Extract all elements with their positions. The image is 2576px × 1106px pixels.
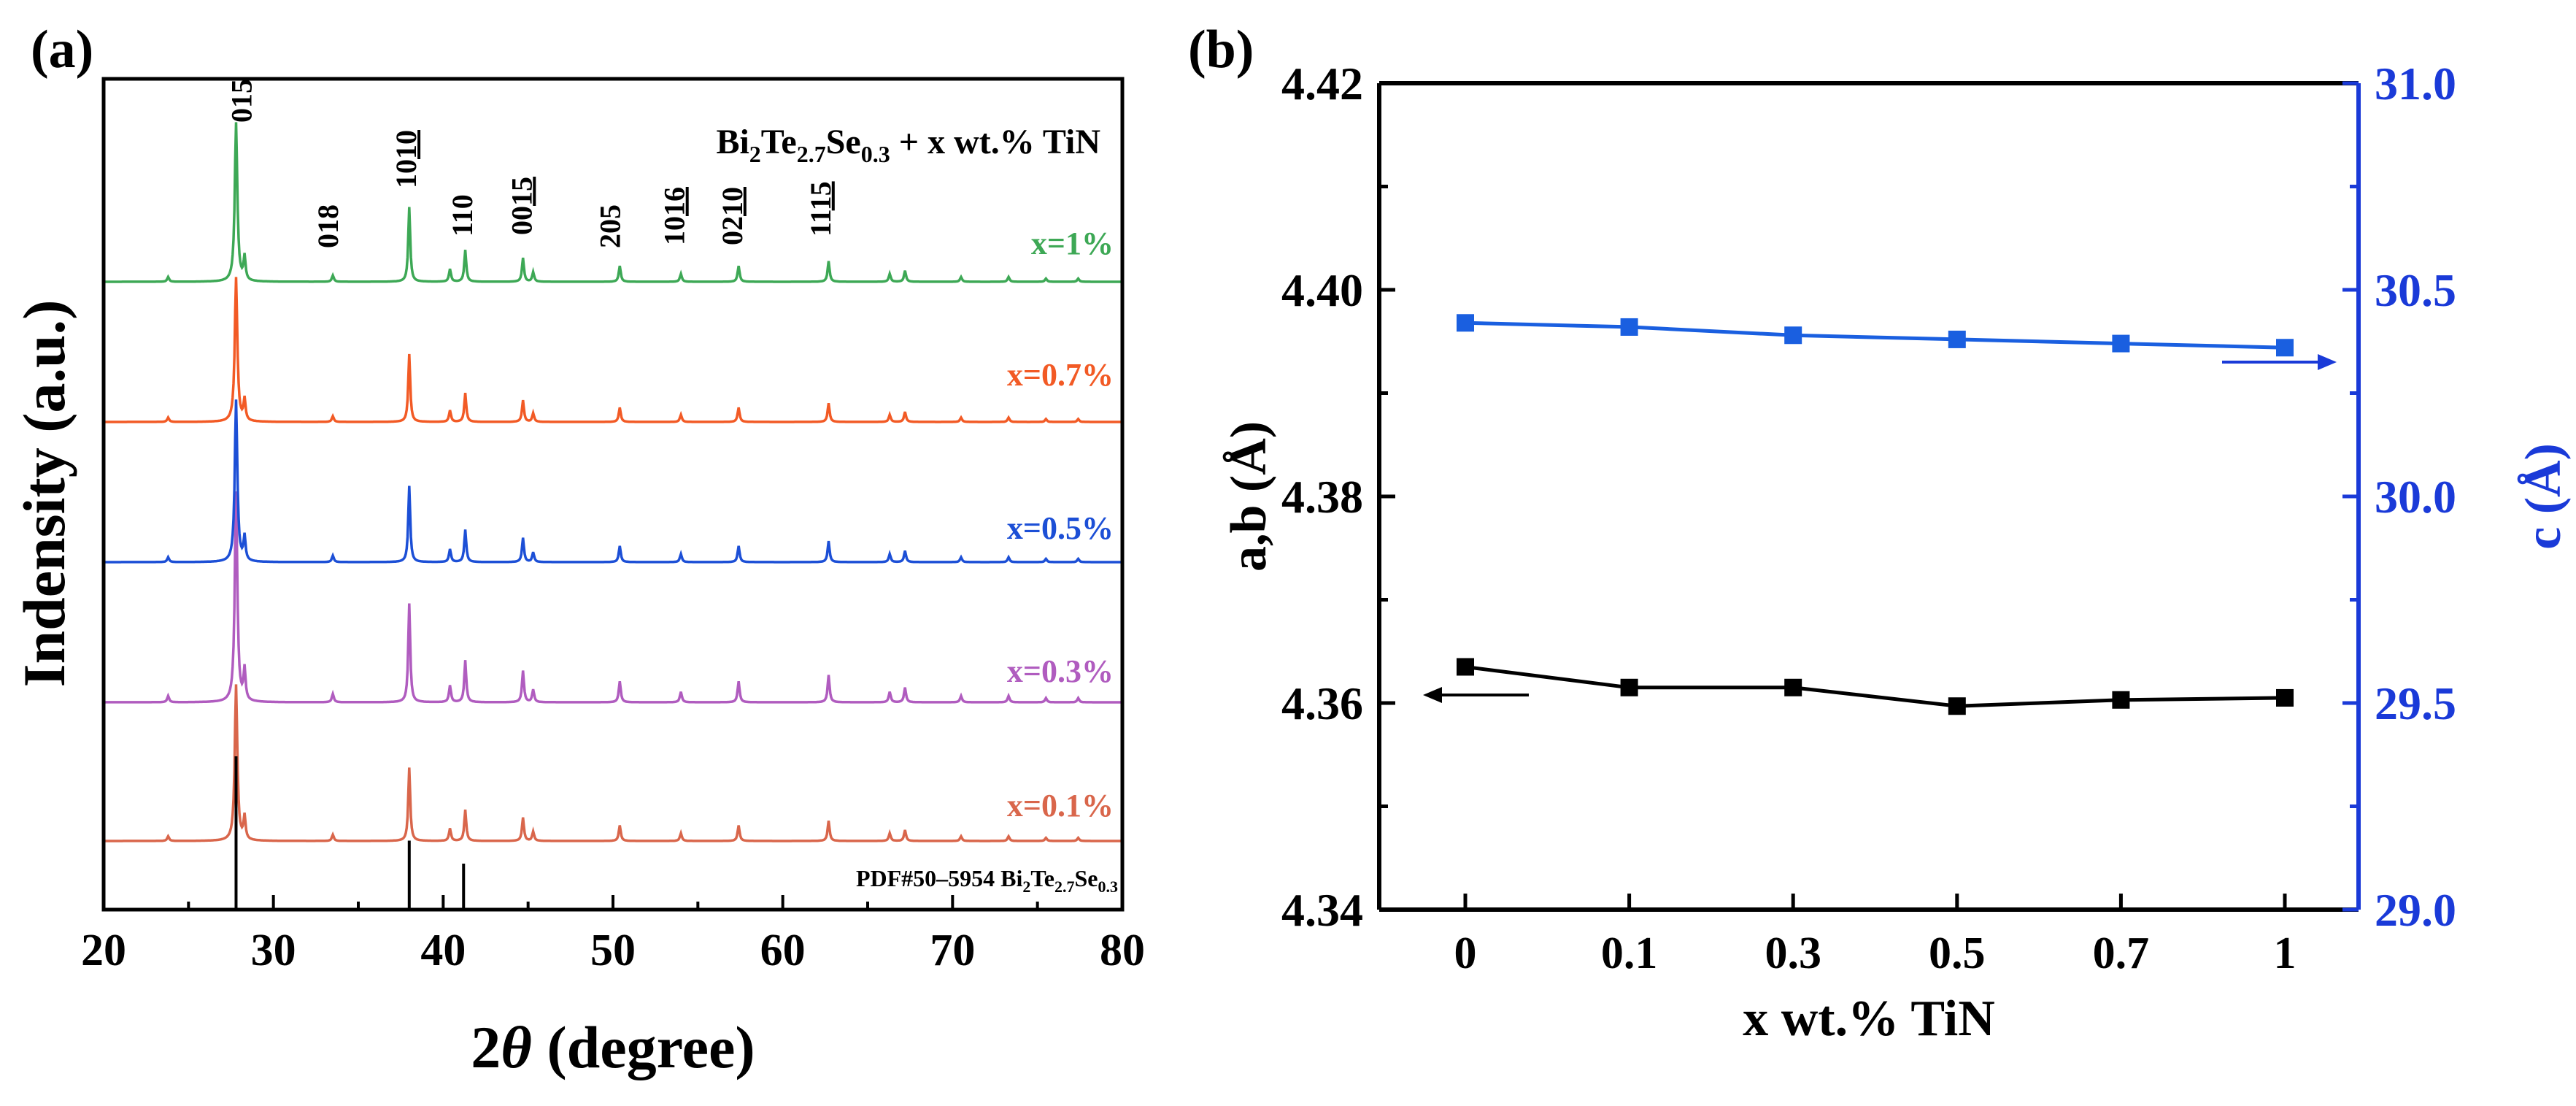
ab-point — [1948, 697, 1966, 715]
series-label: x=1% — [1031, 226, 1114, 261]
peak-label: 0210 — [716, 187, 749, 245]
x-tick-label: 0.5 — [1929, 929, 1986, 978]
x-tick-label: 80 — [1100, 926, 1145, 975]
panel-a: (a) x=0.1% x=0.3% x=0.5% x=0.7% x=1% 015 018 1… — [11, 20, 1145, 1080]
panel-b: (b) 4.34 4.36 4.38 4.40 4.42 29.0 29.5 30.0 30.… — [1188, 20, 2572, 1047]
left-axis-arrow — [1423, 687, 1529, 703]
xrd-trace — [104, 122, 1122, 283]
x-tick-label: 60 — [760, 926, 806, 975]
x-tick-label: 40 — [420, 926, 466, 975]
c-point — [1948, 330, 1966, 348]
right-tick-label: 30.5 — [2375, 264, 2456, 316]
bottom-axis-ticks: 0 0.1 0.3 0.5 0.7 1 — [1454, 894, 2297, 978]
xrd-trace — [104, 399, 1122, 564]
x-tick-label: 20 — [81, 926, 126, 975]
peak-label: 1115 — [804, 181, 837, 237]
peak-label: 015 — [225, 79, 258, 123]
xrd-trace — [104, 684, 1122, 842]
y-axis-title-right: c (Å) — [2515, 443, 2572, 550]
peak-label: 205 — [593, 204, 626, 248]
c-point — [1457, 314, 1474, 332]
ab-line — [1465, 665, 2286, 708]
x-tick-label: 70 — [930, 926, 975, 975]
plot-frame-a — [101, 77, 1125, 912]
right-tick-label: 29.5 — [2375, 677, 2456, 729]
peak-label: 0015 — [505, 177, 538, 235]
left-tick-label: 4.42 — [1281, 58, 1363, 110]
right-axis-ticks: 29.0 29.5 30.0 30.5 31.0 — [2342, 58, 2456, 936]
x-tick-label: 0.7 — [2093, 929, 2150, 978]
left-tick-label: 4.38 — [1281, 471, 1363, 523]
peak-label: 110 — [446, 194, 479, 237]
ab-point — [1457, 658, 1474, 676]
reference-lines — [234, 756, 466, 910]
x-axis-ticks-a — [102, 895, 1124, 910]
right-tick-label: 31.0 — [2375, 58, 2456, 110]
panel-b-label: (b) — [1188, 20, 1254, 80]
x-axis-tick-labels-a: 20 30 40 50 60 70 80 — [81, 926, 1145, 975]
left-axis-ticks: 4.34 4.36 4.38 4.40 4.42 — [1281, 58, 1395, 936]
series-label: x=0.5% — [1007, 510, 1114, 546]
formula-title: Bi2Te2.7Se0.3 + x wt.% TiN — [716, 123, 1100, 167]
peak-label: 1010 — [390, 130, 423, 188]
peak-label: 018 — [312, 204, 344, 248]
right-tick-label: 30.0 — [2375, 471, 2456, 523]
y-axis-title-a: Indensity (a.u.) — [11, 300, 77, 688]
left-tick-label: 4.40 — [1281, 264, 1363, 316]
series-label: x=0.3% — [1007, 653, 1114, 689]
reference-label: PDF#50–5954 Bi2Te2.7Se0.3 — [856, 865, 1118, 896]
x-tick-label: 1 — [2274, 929, 2297, 978]
series-label: x=0.7% — [1007, 357, 1114, 393]
peak-label: 1016 — [658, 187, 691, 245]
c-point — [2112, 334, 2130, 353]
x-tick-label: 0.1 — [1601, 929, 1658, 978]
left-tick-label: 4.34 — [1281, 884, 1363, 936]
c-point — [2276, 339, 2294, 357]
x-tick-label: 0.3 — [1765, 929, 1821, 978]
xrd-trace — [104, 277, 1122, 423]
c-line — [1465, 320, 2286, 350]
x-tick-label: 50 — [590, 926, 636, 975]
lattice-series — [1457, 314, 2294, 715]
c-point — [1784, 326, 1802, 345]
panel-a-label: (a) — [31, 20, 93, 80]
x-tick-label: 30 — [251, 926, 296, 975]
xrd-traces — [104, 122, 1122, 842]
series-label: x=0.1% — [1007, 788, 1114, 823]
right-axis-arrow — [2222, 354, 2337, 370]
ab-point — [1784, 678, 1802, 696]
c-point — [1620, 318, 1638, 336]
left-tick-label: 4.36 — [1281, 677, 1363, 729]
x-axis-title-a: 2θ (degree) — [471, 1014, 755, 1080]
ab-point — [1620, 678, 1638, 696]
peak-index-labels: 015 018 1010 110 0015 205 1016 0210 1115 — [225, 79, 836, 248]
right-tick-label: 29.0 — [2375, 884, 2456, 936]
xrd-series-labels: x=0.1% x=0.3% x=0.5% x=0.7% x=1% — [1007, 226, 1114, 823]
y-axis-title-left: a,b (Å) — [1221, 421, 1277, 572]
x-tick-label: 0 — [1454, 929, 1477, 978]
xrd-trace — [104, 491, 1122, 704]
ab-point — [2112, 691, 2130, 709]
ab-point — [2276, 688, 2294, 707]
x-axis-title-b: x wt.% TiN — [1743, 991, 1995, 1047]
